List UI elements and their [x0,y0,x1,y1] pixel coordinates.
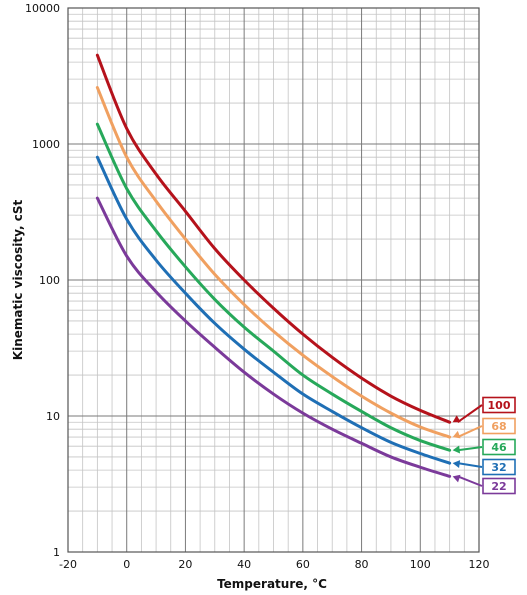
x-tick-label: 100 [410,558,431,571]
series-arrow-46 [457,446,483,452]
x-axis-label: Temperature, °C [217,577,327,591]
series-line-68 [95,86,452,439]
x-tick-label: -20 [59,558,77,571]
plot-frame [67,7,480,553]
x-tick-label: 20 [178,558,192,571]
series-line-46 [95,122,452,452]
x-tick-label: 40 [237,558,251,571]
series-label-32: 32 [491,461,506,474]
series-arrow-68 [457,425,483,438]
series-label-46: 46 [491,441,507,454]
series-arrow-32 [457,462,483,468]
series-label-22: 22 [491,480,506,493]
y-tick-label: 1000 [32,138,60,151]
series-line-100 [95,53,452,424]
series-label-box-32 [482,458,516,476]
x-tick-label: 120 [469,558,490,571]
y-tick-label: 100 [39,274,60,287]
series-label-box-100 [482,396,516,414]
x-tick-label: 80 [355,558,369,571]
x-tick-label: 0 [123,558,130,571]
callouts: 100 68 46 32 22 [452,396,516,495]
series-layer [95,53,452,478]
series-arrowhead-68 [452,430,461,439]
series-label-100: 100 [488,399,511,412]
series-arrow-22 [457,475,483,487]
series-label-box-46 [482,438,516,456]
series-line-32 [95,155,452,465]
series-arrowhead-22 [452,474,461,483]
series-arrowhead-46 [452,445,461,454]
series-arrowhead-32 [452,460,461,469]
y-axis-label: Kinematic viscosity, cSt [11,200,25,361]
y-tick-label: 10000 [25,2,60,15]
series-arrow-100 [457,404,483,424]
y-tick-label: 1 [53,546,60,559]
y-tick-label: 10 [46,410,60,423]
series-arrowhead-100 [452,415,461,423]
series-label-box-68 [482,417,516,435]
series-line-22 [95,196,452,478]
series-label-68: 68 [491,420,506,433]
x-tick-label: 60 [296,558,310,571]
series-label-box-22 [482,477,516,495]
